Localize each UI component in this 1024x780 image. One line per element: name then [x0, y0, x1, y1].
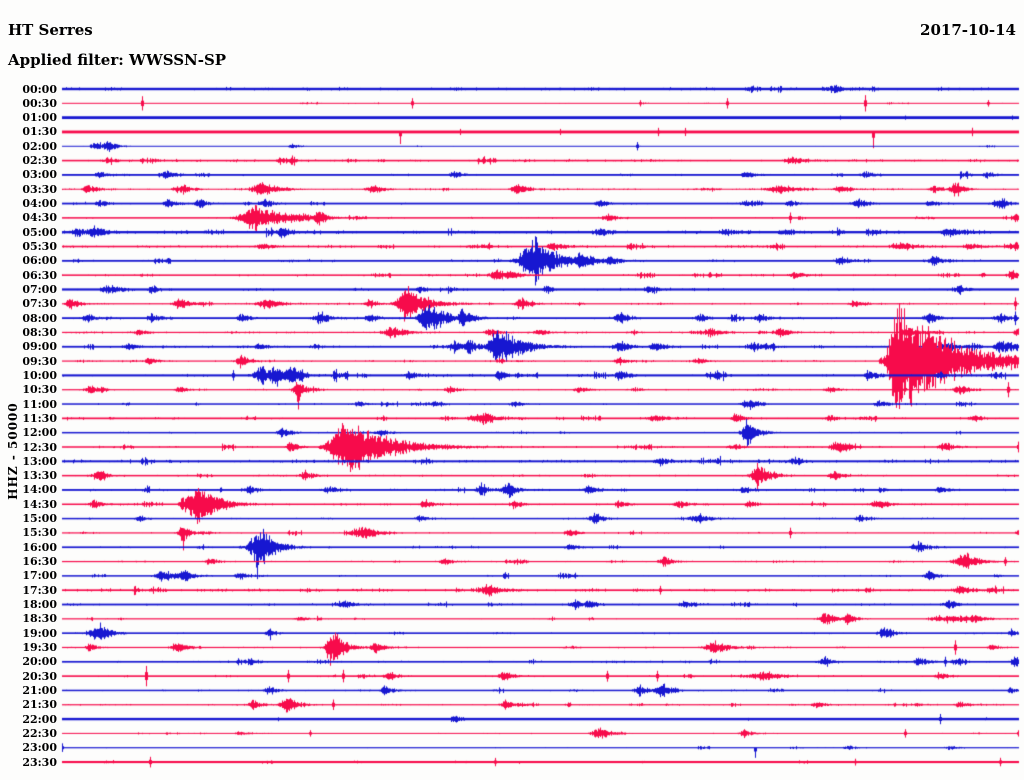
- time-label-21:30: 21:30: [22, 698, 57, 712]
- time-label-19:00: 19:00: [22, 626, 57, 640]
- station-name: HT Serres: [8, 21, 93, 39]
- time-label-22:30: 22:30: [22, 726, 57, 740]
- time-label-04:00: 04:00: [22, 197, 57, 211]
- time-label-03:00: 03:00: [22, 168, 57, 182]
- record-date: 2017-10-14: [920, 21, 1016, 39]
- time-label-01:00: 01:00: [22, 111, 57, 125]
- time-label-17:00: 17:00: [22, 569, 57, 583]
- time-label-14:30: 14:30: [22, 497, 57, 511]
- time-label-08:00: 08:00: [22, 311, 57, 325]
- time-label-22:00: 22:00: [22, 712, 57, 726]
- time-label-16:00: 16:00: [22, 540, 57, 554]
- time-axis: 00:00 00:30 01:00 01:30 02:00 02:30 03:00 03:30…: [0, 0, 57, 780]
- time-label-08:30: 08:30: [22, 325, 57, 339]
- time-label-10:00: 10:00: [22, 368, 57, 382]
- time-label-20:30: 20:30: [22, 669, 57, 683]
- time-label-19:30: 19:30: [22, 640, 57, 654]
- time-label-20:00: 20:00: [22, 655, 57, 669]
- time-label-13:00: 13:00: [22, 454, 57, 468]
- time-label-21:00: 21:00: [22, 683, 57, 697]
- time-label-07:00: 07:00: [22, 282, 57, 296]
- time-label-00:00: 00:00: [22, 82, 57, 96]
- time-label-06:00: 06:00: [22, 254, 57, 268]
- time-label-06:30: 06:30: [22, 268, 57, 282]
- time-label-02:00: 02:00: [22, 139, 57, 153]
- time-label-23:30: 23:30: [22, 755, 57, 769]
- time-label-07:30: 07:30: [22, 297, 57, 311]
- time-label-05:30: 05:30: [22, 240, 57, 254]
- time-label-15:30: 15:30: [22, 526, 57, 540]
- time-label-11:30: 11:30: [22, 411, 57, 425]
- time-label-17:30: 17:30: [22, 583, 57, 597]
- time-label-01:30: 01:30: [22, 125, 57, 139]
- time-label-12:00: 12:00: [22, 426, 57, 440]
- time-label-13:30: 13:30: [22, 469, 57, 483]
- time-label-14:00: 14:00: [22, 483, 57, 497]
- time-label-09:00: 09:00: [22, 340, 57, 354]
- time-label-03:30: 03:30: [22, 182, 57, 196]
- time-label-10:30: 10:30: [22, 383, 57, 397]
- time-label-16:30: 16:30: [22, 555, 57, 569]
- time-label-02:30: 02:30: [22, 154, 57, 168]
- time-label-00:30: 00:30: [22, 96, 57, 110]
- time-label-18:00: 18:00: [22, 598, 57, 612]
- time-label-23:00: 23:00: [22, 741, 57, 755]
- time-label-04:30: 04:30: [22, 211, 57, 225]
- time-label-18:30: 18:30: [22, 612, 57, 626]
- time-label-09:30: 09:30: [22, 354, 57, 368]
- time-label-15:00: 15:00: [22, 512, 57, 526]
- time-label-05:00: 05:00: [22, 225, 57, 239]
- time-label-11:00: 11:00: [22, 397, 57, 411]
- time-label-12:30: 12:30: [22, 440, 57, 454]
- applied-filter-label: Applied filter: WWSSN-SP: [8, 51, 227, 69]
